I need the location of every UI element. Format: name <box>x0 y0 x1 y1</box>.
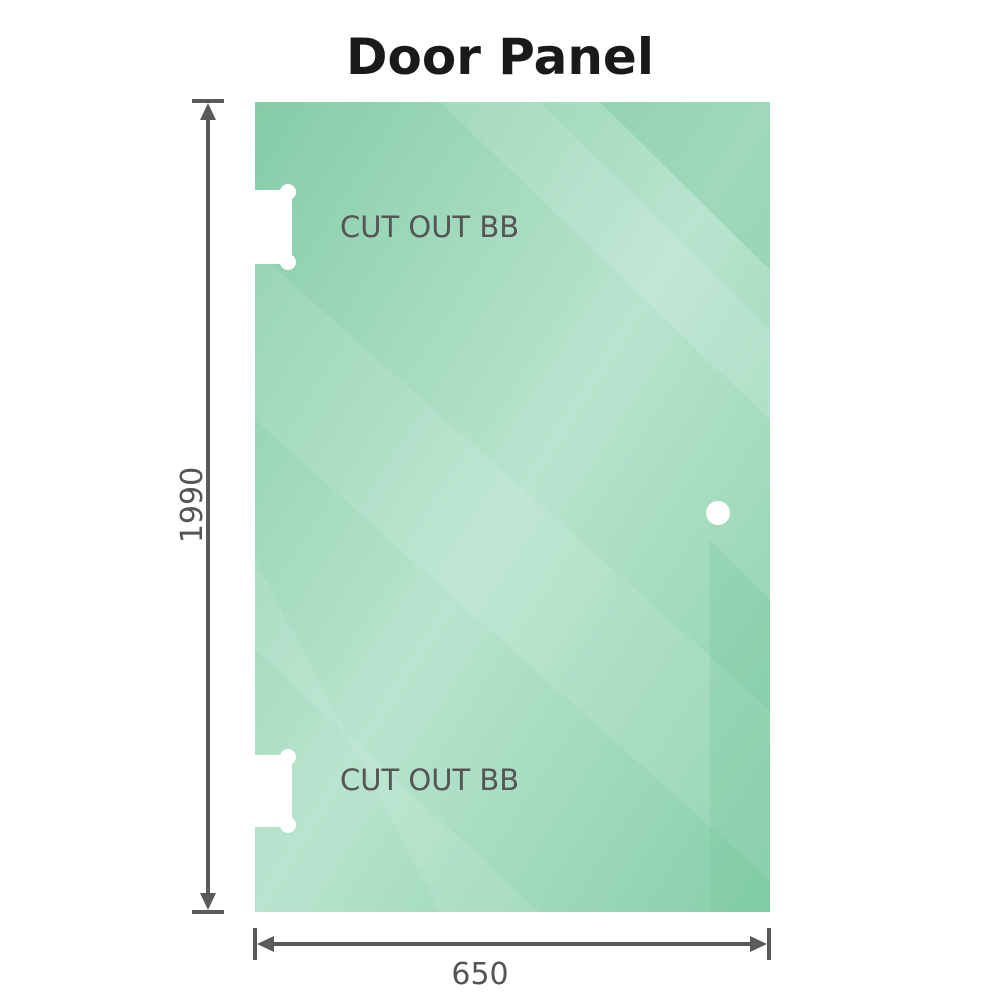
height-dimension <box>192 99 224 914</box>
height-label: 1990 <box>175 467 210 543</box>
glass-panel <box>255 102 770 912</box>
handle-hole <box>706 501 730 525</box>
cutout-label-bottom: CUT OUT BB <box>340 763 519 797</box>
cutout-label-top: CUT OUT BB <box>340 210 519 244</box>
cutout-bottom <box>250 749 296 833</box>
width-label: 650 <box>451 957 508 992</box>
page-title: Door Panel <box>346 28 654 86</box>
width-dimension <box>253 928 771 960</box>
cutout-top <box>250 184 296 270</box>
